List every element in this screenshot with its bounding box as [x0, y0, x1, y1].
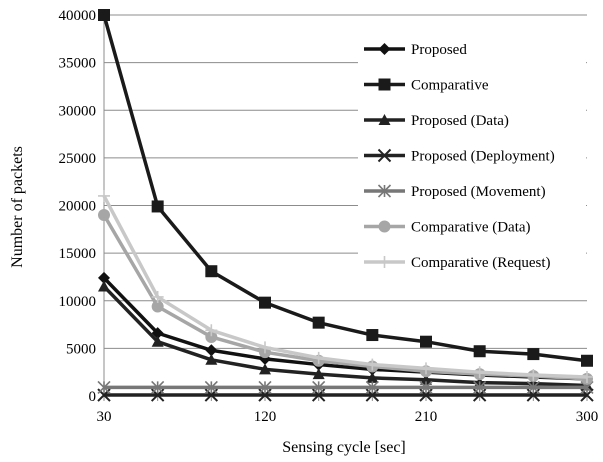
legend-label: Proposed [411, 42, 467, 58]
data-point [419, 380, 433, 394]
data-point [420, 362, 432, 375]
data-point [98, 9, 110, 21]
data-point [205, 353, 218, 365]
data-point [98, 280, 110, 292]
data-point [204, 380, 218, 394]
data-point [312, 380, 326, 394]
data-point [205, 330, 218, 343]
series-line [102, 14, 588, 363]
series-4 [97, 380, 594, 394]
y-tick-label: 20000 [59, 199, 97, 215]
data-point [205, 344, 218, 357]
legend-entry: Proposed [364, 42, 467, 58]
y-tick-label: 40000 [59, 8, 97, 24]
x-tick-label: 120 [254, 409, 277, 425]
data-point [259, 341, 271, 354]
x-tick-label: 210 [415, 409, 438, 425]
legend-marker [378, 220, 391, 233]
data-point [312, 368, 325, 380]
legend-marker [377, 148, 392, 163]
data-point [312, 316, 325, 329]
data-point [97, 380, 111, 394]
y-tick-label: 10000 [59, 294, 97, 310]
data-point [151, 290, 164, 303]
y-tick-label: 0 [89, 389, 97, 405]
data-point [98, 271, 110, 284]
legend-label: Proposed (Deployment) [411, 149, 555, 165]
data-point [205, 324, 218, 337]
data-point [205, 265, 218, 278]
legend-entry: Proposed (Movement) [364, 184, 546, 200]
data-point [581, 370, 593, 383]
y-tick-label: 15000 [59, 246, 97, 262]
data-point [312, 351, 325, 364]
data-point [259, 363, 271, 375]
data-point [473, 366, 486, 379]
legend-marker [378, 43, 391, 55]
legend-label: Comparative (Request) [411, 255, 551, 271]
y-tick-label: 30000 [59, 103, 97, 119]
data-point [366, 371, 379, 383]
data-point [581, 354, 593, 367]
legend-marker [378, 78, 391, 91]
series-3 [97, 388, 594, 402]
legend-entry: Comparative (Data) [364, 220, 531, 236]
data-point [98, 189, 110, 202]
data-point [151, 300, 164, 313]
y-tick-label: 25000 [59, 151, 97, 167]
data-point [151, 380, 165, 394]
legend-entry: Proposed (Data) [364, 113, 509, 129]
data-point [258, 380, 272, 394]
data-point [98, 209, 110, 222]
series-6 [98, 189, 593, 383]
y-tick-label: 35000 [59, 56, 97, 72]
x-tick-label: 300 [576, 409, 599, 425]
legend-label: Comparative [411, 78, 489, 94]
series-1 [98, 9, 593, 367]
data-point [473, 345, 486, 358]
series-line [102, 285, 588, 388]
grid [104, 14, 587, 397]
series-2 [98, 280, 593, 391]
x-axis-title: Sensing cycle [sec] [282, 439, 406, 456]
data-point [365, 380, 379, 394]
data-point [473, 380, 487, 394]
data-point [420, 335, 432, 348]
data-point [420, 373, 432, 385]
legend-label: Proposed (Movement) [411, 184, 546, 200]
data-point [527, 348, 540, 361]
data-point [366, 329, 379, 342]
legend-label: Proposed (Data) [411, 113, 509, 129]
data-point [526, 380, 540, 394]
legend-entry: Comparative [364, 78, 489, 94]
legend-marker [377, 184, 392, 198]
data-point [527, 369, 540, 382]
x-tick-label: 30 [97, 409, 112, 425]
data-point [259, 296, 271, 309]
legend-label: Comparative (Data) [411, 220, 531, 236]
legend-marker [378, 256, 391, 268]
data-point [366, 358, 379, 371]
data-point [151, 335, 164, 347]
series-line [102, 195, 588, 379]
series [97, 9, 594, 402]
legend-entry: Proposed (Deployment) [364, 149, 555, 165]
y-tick-label: 5000 [66, 341, 96, 357]
y-axis-title: Number of packets [9, 146, 26, 268]
legend: Proposed Comparative Proposed (Data) Propos… [358, 30, 586, 278]
data-point [151, 200, 164, 213]
legend-entry: Comparative (Request) [364, 255, 551, 271]
legend-marker [378, 114, 391, 125]
